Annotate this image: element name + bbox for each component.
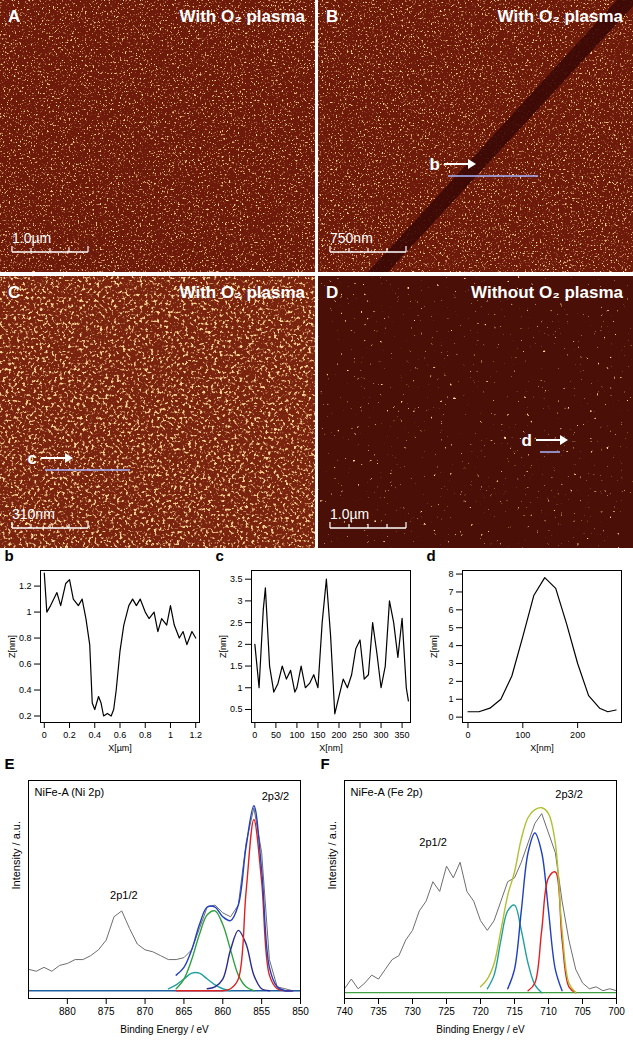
svg-text:300: 300 bbox=[374, 730, 389, 740]
svg-text:250: 250 bbox=[353, 730, 368, 740]
svg-text:0.2: 0.2 bbox=[63, 730, 76, 740]
svg-text:0.5: 0.5 bbox=[230, 704, 243, 714]
svg-text:0: 0 bbox=[42, 730, 47, 740]
svg-text:5: 5 bbox=[448, 623, 453, 633]
svg-text:1: 1 bbox=[168, 730, 173, 740]
svg-text:1.0µm: 1.0µm bbox=[12, 230, 51, 246]
svg-text:720: 720 bbox=[472, 1006, 489, 1017]
svg-text:With O₂ plasma: With O₂ plasma bbox=[498, 7, 624, 26]
svg-text:0.2: 0.2 bbox=[19, 711, 32, 721]
svg-text:Without O₂ plasma: Without O₂ plasma bbox=[471, 283, 623, 302]
svg-text:F: F bbox=[321, 756, 330, 772]
svg-text:3.5: 3.5 bbox=[230, 574, 243, 584]
svg-text:0: 0 bbox=[252, 730, 257, 740]
svg-text:1.0µm: 1.0µm bbox=[330, 506, 369, 522]
svg-text:875: 875 bbox=[98, 1006, 115, 1017]
svg-text:X[nm]: X[nm] bbox=[319, 743, 343, 753]
svg-text:730: 730 bbox=[404, 1006, 421, 1017]
svg-text:705: 705 bbox=[574, 1006, 591, 1017]
svg-text:2: 2 bbox=[237, 639, 242, 649]
svg-text:Intensity / a.u.: Intensity / a.u. bbox=[10, 821, 22, 889]
svg-text:1.5: 1.5 bbox=[230, 661, 243, 671]
svg-text:725: 725 bbox=[438, 1006, 455, 1017]
svg-text:d: d bbox=[522, 431, 532, 450]
svg-text:Binding Energy / eV: Binding Energy / eV bbox=[120, 1024, 209, 1035]
svg-text:750nm: 750nm bbox=[330, 230, 373, 246]
svg-text:2p3/2: 2p3/2 bbox=[555, 788, 583, 800]
svg-text:4: 4 bbox=[448, 640, 453, 650]
svg-text:c: c bbox=[216, 548, 224, 564]
svg-text:E: E bbox=[5, 756, 15, 772]
svg-text:Z[nm]: Z[nm] bbox=[7, 635, 17, 658]
svg-text:50: 50 bbox=[271, 730, 281, 740]
svg-text:150: 150 bbox=[310, 730, 325, 740]
svg-text:3: 3 bbox=[237, 596, 242, 606]
svg-text:B: B bbox=[326, 7, 338, 26]
svg-text:0.6: 0.6 bbox=[114, 730, 127, 740]
svg-text:NiFe-A (Ni 2p): NiFe-A (Ni 2p) bbox=[35, 786, 105, 798]
svg-text:6: 6 bbox=[448, 605, 453, 615]
svg-text:0: 0 bbox=[448, 712, 453, 722]
svg-text:1.2: 1.2 bbox=[189, 730, 202, 740]
svg-text:1.2: 1.2 bbox=[19, 581, 32, 591]
svg-text:0: 0 bbox=[465, 730, 470, 740]
svg-text:865: 865 bbox=[176, 1006, 193, 1017]
svg-text:735: 735 bbox=[370, 1006, 387, 1017]
svg-text:200: 200 bbox=[331, 730, 346, 740]
svg-text:b: b bbox=[5, 548, 14, 564]
svg-text:350: 350 bbox=[395, 730, 410, 740]
svg-text:710: 710 bbox=[540, 1006, 557, 1017]
svg-text:Binding Energy / eV: Binding Energy / eV bbox=[436, 1024, 525, 1035]
svg-text:1: 1 bbox=[448, 694, 453, 704]
svg-text:2p1/2: 2p1/2 bbox=[110, 889, 138, 901]
svg-text:0.4: 0.4 bbox=[89, 730, 102, 740]
svg-text:100: 100 bbox=[289, 730, 304, 740]
svg-text:X[µm]: X[µm] bbox=[108, 743, 132, 753]
svg-text:715: 715 bbox=[506, 1006, 523, 1017]
svg-text:200: 200 bbox=[570, 730, 585, 740]
svg-text:NiFe-A (Fe 2p): NiFe-A (Fe 2p) bbox=[351, 786, 423, 798]
svg-text:Z[nm]: Z[nm] bbox=[429, 635, 439, 658]
svg-text:1: 1 bbox=[26, 607, 31, 617]
svg-text:b: b bbox=[430, 155, 440, 174]
svg-text:With O₂ plasma: With O₂ plasma bbox=[180, 7, 306, 26]
svg-text:0.8: 0.8 bbox=[139, 730, 152, 740]
svg-text:d: d bbox=[427, 548, 436, 564]
svg-text:X[nm]: X[nm] bbox=[530, 743, 554, 753]
svg-text:100: 100 bbox=[515, 730, 530, 740]
svg-text:2p1/2: 2p1/2 bbox=[419, 836, 447, 848]
svg-text:310nm: 310nm bbox=[12, 506, 55, 522]
svg-text:880: 880 bbox=[59, 1006, 76, 1017]
svg-text:c: c bbox=[28, 449, 37, 468]
svg-text:2.5: 2.5 bbox=[230, 617, 243, 627]
svg-text:C: C bbox=[8, 283, 20, 302]
svg-text:870: 870 bbox=[137, 1006, 154, 1017]
svg-text:7: 7 bbox=[448, 587, 453, 597]
svg-text:2: 2 bbox=[448, 676, 453, 686]
svg-text:With O₂ plasma: With O₂ plasma bbox=[180, 283, 306, 302]
svg-text:A: A bbox=[8, 7, 20, 26]
svg-text:855: 855 bbox=[253, 1006, 270, 1017]
svg-text:860: 860 bbox=[214, 1006, 231, 1017]
svg-text:3: 3 bbox=[448, 658, 453, 668]
svg-text:0.8: 0.8 bbox=[19, 633, 32, 643]
svg-text:1: 1 bbox=[237, 683, 242, 693]
svg-text:8: 8 bbox=[448, 569, 453, 579]
svg-text:D: D bbox=[326, 283, 338, 302]
svg-text:850: 850 bbox=[292, 1006, 309, 1017]
svg-text:700: 700 bbox=[608, 1006, 625, 1017]
svg-text:740: 740 bbox=[336, 1006, 353, 1017]
svg-text:0.6: 0.6 bbox=[19, 659, 32, 669]
svg-text:2p3/2: 2p3/2 bbox=[262, 790, 290, 802]
svg-text:Intensity / a.u.: Intensity / a.u. bbox=[326, 821, 338, 889]
svg-text:Z[nm]: Z[nm] bbox=[218, 635, 228, 658]
svg-text:0.4: 0.4 bbox=[19, 685, 32, 695]
